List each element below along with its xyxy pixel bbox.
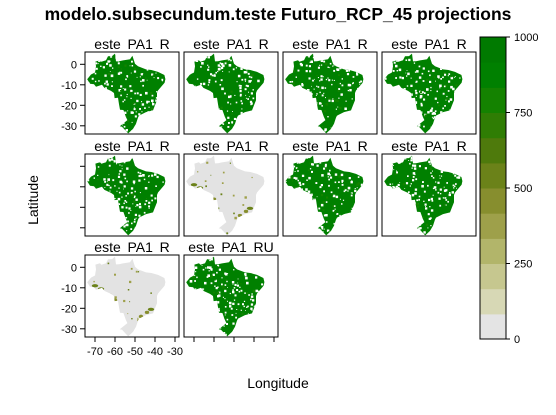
panel-frame [381, 51, 477, 135]
map-panel: este PA1 R [282, 138, 378, 237]
panel-frame [183, 51, 279, 135]
colorbar-bin [480, 137, 506, 164]
panel-frame [282, 51, 378, 135]
panel-strip [184, 140, 278, 154]
panel-title: este PA1 R [94, 36, 169, 52]
x-tick-label: -50 [127, 346, 143, 358]
panel-frame [381, 153, 477, 237]
colorbar: 0 250 500 750 1000 [479, 32, 538, 346]
panel-strip [85, 38, 179, 52]
brazil-shape [384, 53, 463, 134]
brazil-shape [384, 155, 463, 236]
colorbar-bin [480, 62, 506, 88]
colorbar-tick-label: 250 [514, 259, 532, 271]
colorbar-bin [480, 213, 506, 239]
panel-strip [382, 38, 476, 52]
brazil-shape [87, 53, 166, 134]
panel-title: este PA1 R [193, 138, 268, 154]
map-panel: este PA1 R [381, 36, 477, 135]
x-axis-label: Longitude [247, 375, 309, 391]
panel-frame [282, 153, 378, 237]
y-tick-label: -10 [61, 283, 77, 295]
brazil-shape [87, 256, 166, 337]
map-panel: este PA1 R [183, 138, 279, 237]
panel-title: este PA1 R [193, 36, 268, 52]
chart-title: modelo.subsecundum.teste Futuro_RCP_45 p… [44, 4, 512, 24]
map-panel: este PA1 R [282, 36, 378, 135]
x-tick-label: -70 [87, 346, 103, 358]
colorbar-bin [480, 188, 506, 214]
colorbar-bin [480, 238, 506, 264]
colorbar-bin [480, 112, 506, 139]
map-panel: este PA1 R [381, 138, 477, 237]
panel-strip [184, 241, 278, 255]
panel-frame [84, 254, 180, 338]
y-tick-label: 0 [71, 59, 77, 71]
panel-title: este PA1 R [94, 239, 169, 255]
panel-frame [183, 153, 279, 237]
map-panel: este PA1 R 0 -10 -20 -30 [61, 36, 180, 135]
panel-strip [382, 140, 476, 154]
map-panel: este PA1 R [183, 36, 279, 135]
colorbar-tick-label: 500 [514, 183, 532, 195]
panel-strip [283, 38, 377, 52]
panel-frame [183, 254, 279, 338]
colorbar-bin [480, 37, 506, 63]
y-tick-label: -10 [61, 80, 77, 92]
y-tick-label: -30 [61, 324, 77, 336]
panel-frame [84, 51, 180, 135]
y-tick-label: 0 [71, 262, 77, 274]
map-panel: este PA1 RU [183, 239, 279, 342]
colorbar-bin [480, 87, 506, 113]
panel-strip [85, 140, 179, 154]
y-tick-label: -20 [61, 100, 77, 112]
y-tick-label: -20 [61, 303, 77, 315]
colorbar-tick-label: 0 [514, 334, 520, 346]
y-tick-label: -30 [61, 121, 77, 133]
panel-strip [283, 140, 377, 154]
brazil-shape [186, 256, 265, 337]
x-tick-label: -60 [107, 346, 123, 358]
colorbar-bin [480, 263, 506, 290]
colorbar-bin [480, 162, 506, 189]
panel-title: este PA1 R [292, 138, 367, 154]
colorbar-tick-label: 750 [514, 108, 532, 120]
colorbar-bin [480, 288, 506, 315]
brazil-shape [285, 155, 364, 236]
panel-strip [184, 38, 278, 52]
panel-title: este PA1 R [94, 138, 169, 154]
map-panel: este PA1 R 0 -10 -20 -30 -70 -60 -50 -40 -30 [61, 239, 183, 358]
panel-title: este PA1 R [391, 36, 466, 52]
panel-strip [85, 241, 179, 255]
panel-frame [84, 153, 180, 237]
x-tick-label: -40 [147, 346, 163, 358]
panel-title: este PA1 R [391, 138, 466, 154]
brazil-shape [186, 155, 265, 236]
panel-title: este PA1 R [292, 36, 367, 52]
x-tick-label: -30 [167, 346, 183, 358]
colorbar-bin [480, 313, 506, 340]
map-panel: este PA1 R [80, 138, 180, 237]
panel-title: este PA1 RU [188, 239, 274, 255]
colorbar-tick-label: 1000 [514, 32, 538, 44]
